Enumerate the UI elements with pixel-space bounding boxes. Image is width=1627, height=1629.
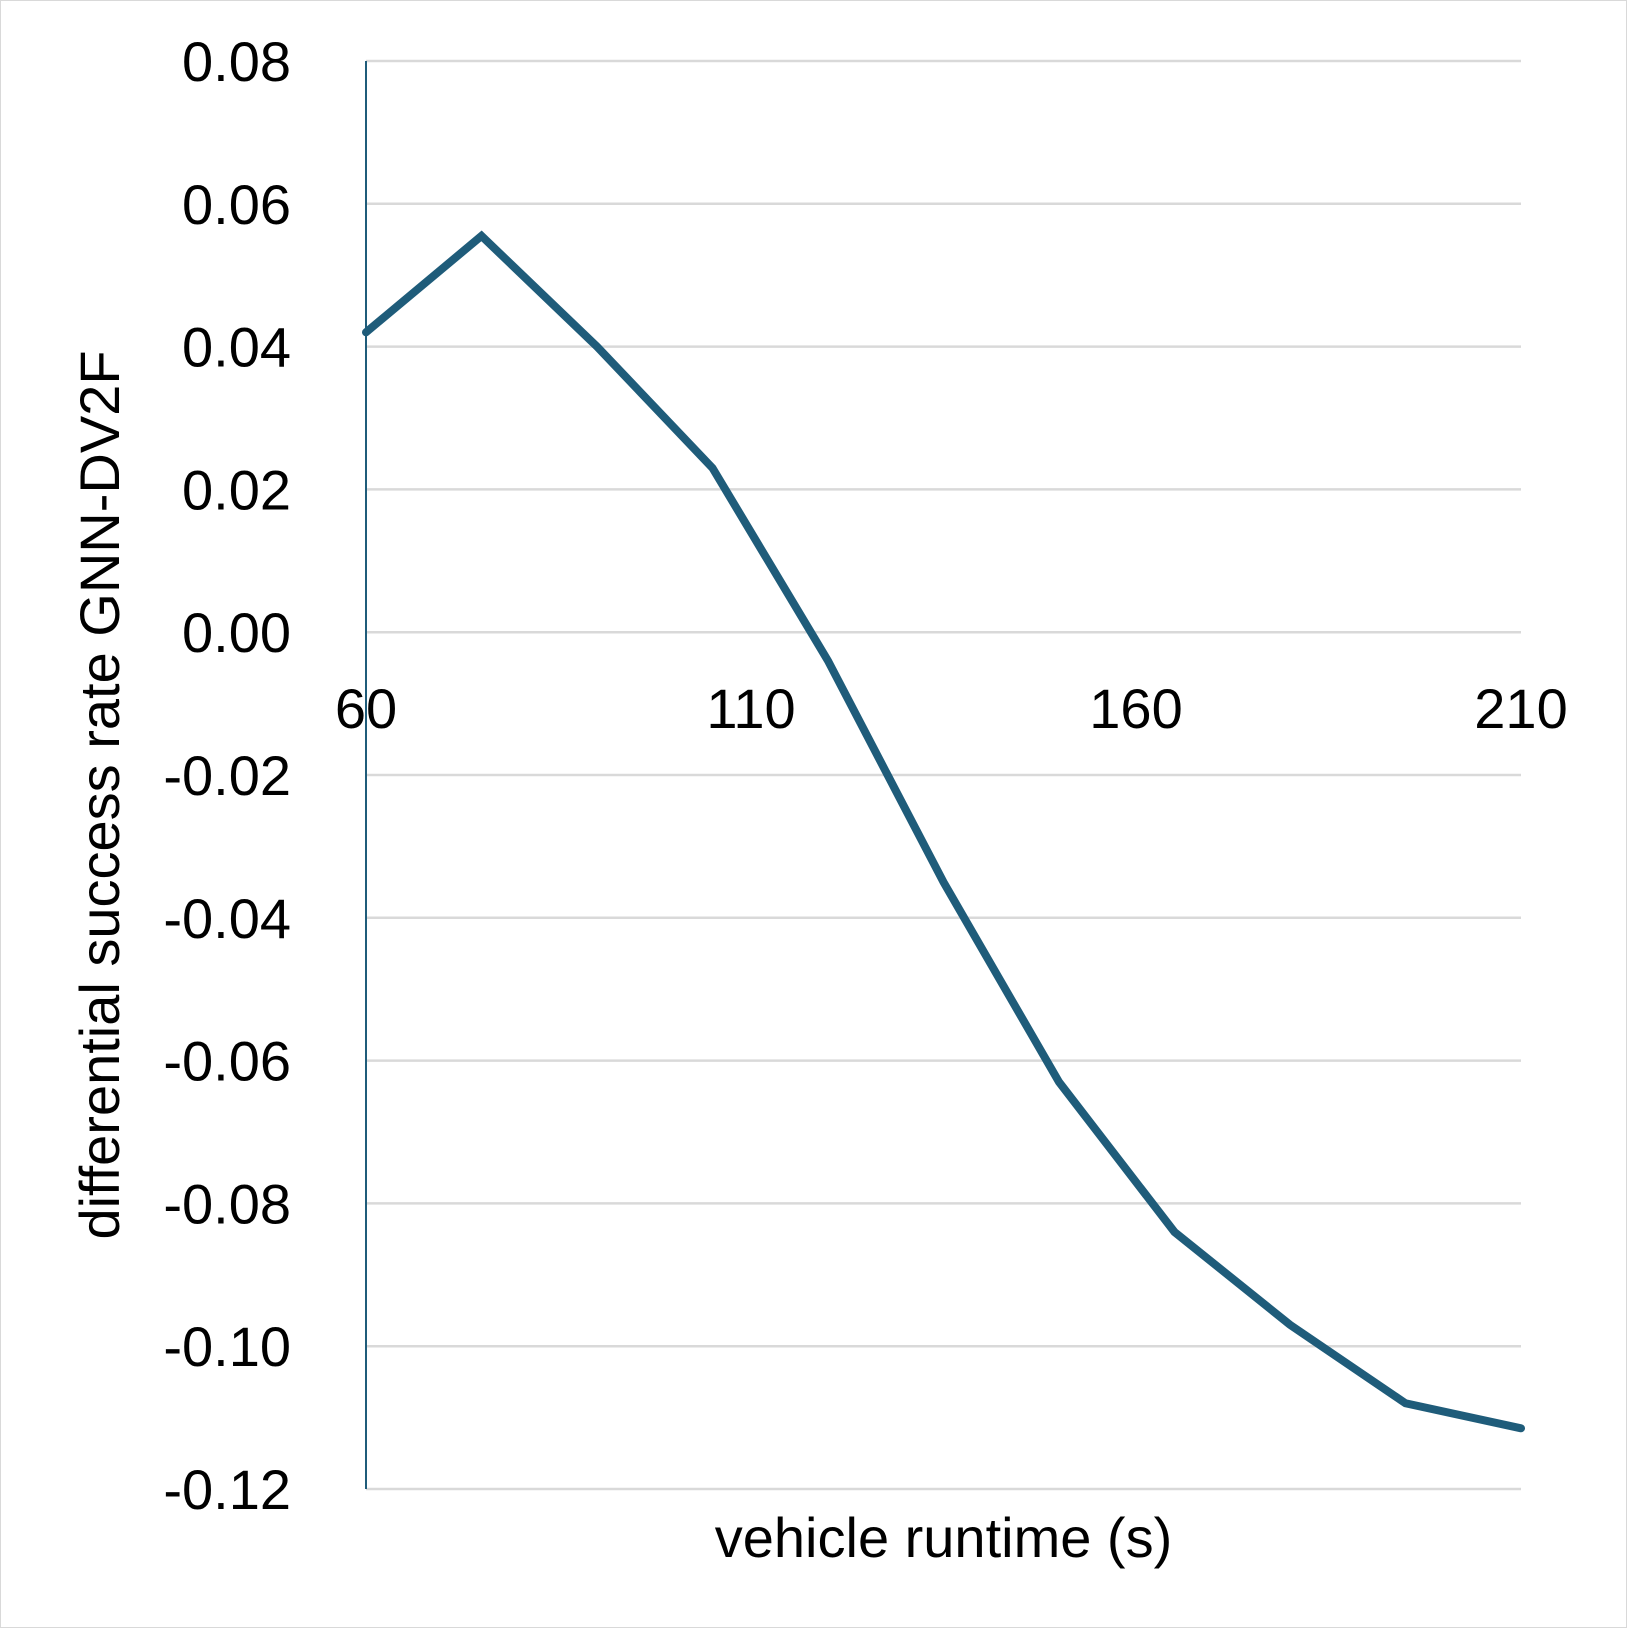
y-tick-label: 0.04 <box>182 316 291 379</box>
x-tick-label: 160 <box>1089 677 1182 740</box>
y-tick-label: -0.02 <box>163 744 291 807</box>
series-line <box>362 230 1525 1433</box>
y-tick-label: 0.00 <box>182 601 291 664</box>
series <box>362 230 1525 1433</box>
y-tick-label: 0.08 <box>182 30 291 93</box>
x-tick-label: 110 <box>706 677 795 740</box>
y-tick-label: -0.04 <box>163 887 291 950</box>
x-axis-title: vehicle runtime (s) <box>715 1506 1172 1569</box>
x-tick-label: 210 <box>1474 677 1567 740</box>
x-tick-labels: 60 110 160 210 <box>335 677 1568 740</box>
y-tick-label: -0.08 <box>163 1172 291 1235</box>
y-tick-label: -0.10 <box>163 1315 291 1378</box>
y-tick-label: 0.06 <box>182 173 291 236</box>
x-tick-label: 60 <box>335 677 397 740</box>
y-tick-labels: 0.08 0.06 0.04 0.02 0.00 -0.02 -0.04 -0.06 -0.08… <box>163 30 291 1521</box>
y-axis-title: differential success rate GNN-DV2F <box>68 350 131 1239</box>
y-tick-label: -0.06 <box>163 1030 291 1093</box>
gridlines <box>366 59 1521 1491</box>
y-tick-label: 0.02 <box>182 458 291 521</box>
y-tick-label: -0.12 <box>163 1458 291 1521</box>
